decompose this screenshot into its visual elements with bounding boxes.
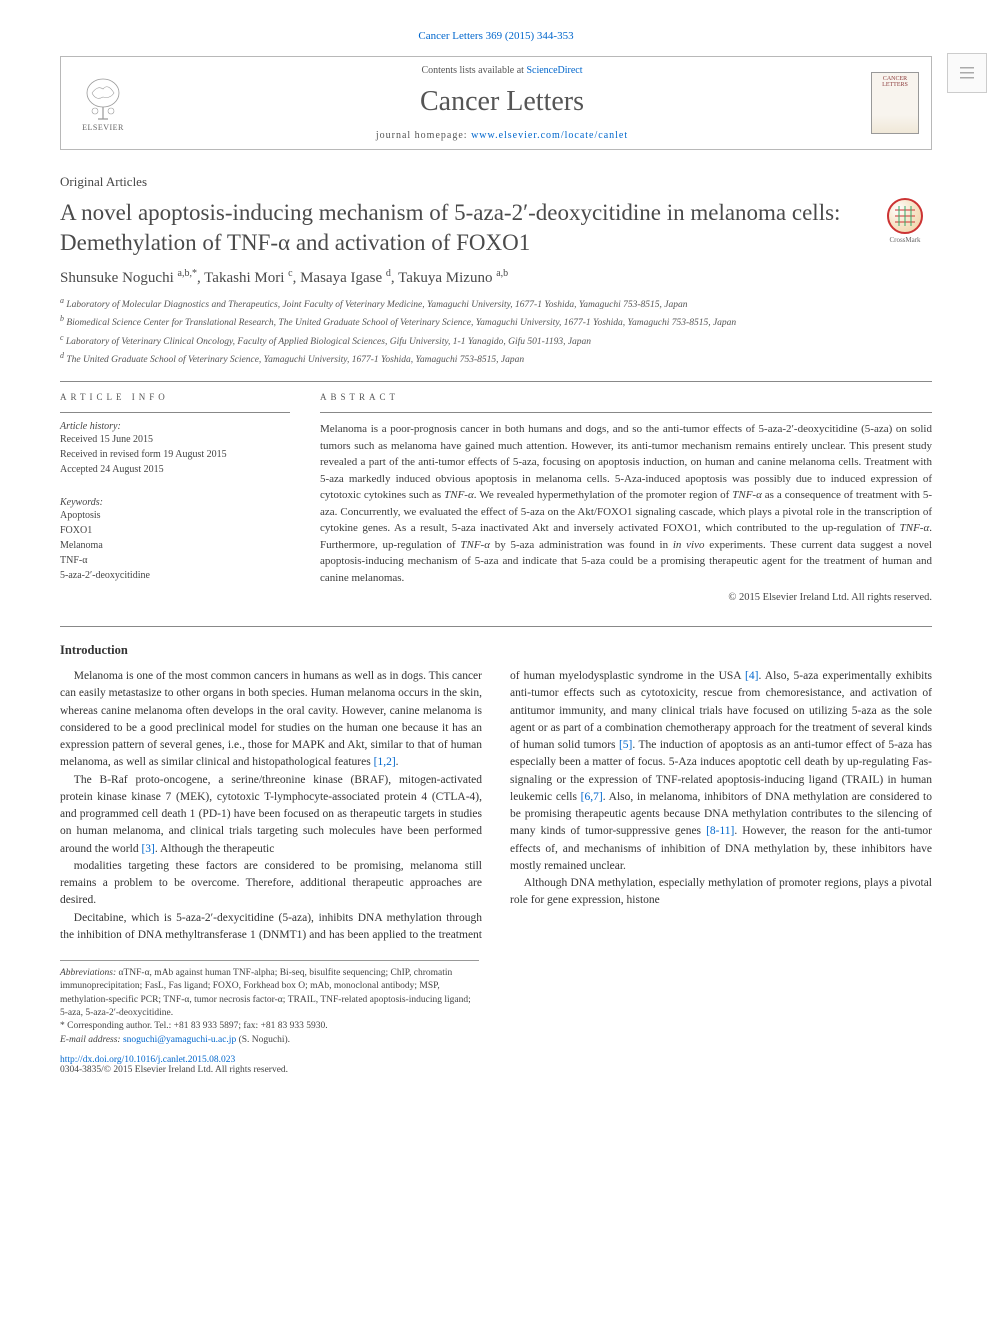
abstract-column: ABSTRACT Melanoma is a poor-prognosis ca…: [320, 392, 932, 606]
abbreviations-footnote: Abbreviations: αTNF-α, mAb against human…: [60, 967, 479, 1020]
affiliation-line: d The United Graduate School of Veterina…: [60, 350, 932, 367]
divider: [60, 626, 932, 627]
ref-link[interactable]: [4]: [745, 670, 758, 682]
contents-available-text: Contents lists available at ScienceDirec…: [133, 65, 871, 76]
affiliation-line: b Biomedical Science Center for Translat…: [60, 313, 932, 330]
crossmark-icon: [887, 198, 923, 234]
abstract-text: Melanoma is a poor-prognosis cancer in b…: [320, 412, 932, 606]
affiliation-line: c Laboratory of Veterinary Clinical Onco…: [60, 332, 932, 349]
journal-title: Cancer Letters: [133, 86, 871, 118]
abbrev-text: αTNF-α, mAb against human TNF-alpha; Bi-…: [60, 968, 471, 1018]
ref-link[interactable]: [3]: [141, 843, 154, 855]
list-toggle-icon[interactable]: [947, 53, 987, 93]
journal-reference: Cancer Letters 369 (2015) 344-353: [60, 30, 932, 42]
email-label: E-mail address:: [60, 1035, 123, 1045]
divider: [60, 381, 932, 382]
corresp-label: * Corresponding author.: [60, 1021, 154, 1031]
abbrev-label: Abbreviations:: [60, 968, 116, 978]
doi-link[interactable]: http://dx.doi.org/10.1016/j.canlet.2015.…: [60, 1055, 235, 1065]
body-paragraph: Melanoma is one of the most common cance…: [60, 668, 482, 772]
body-text: Melanoma is one of the most common cance…: [60, 668, 932, 944]
elsevier-tree-icon: [80, 75, 126, 121]
article-info-heading: ARTICLE INFO: [60, 392, 290, 402]
keyword-item: Apoptosis: [60, 508, 290, 523]
cover-label-2: LETTERS: [882, 82, 908, 88]
body-paragraph: modalities targeting these factors are c…: [60, 858, 482, 910]
keyword-item: Melanoma: [60, 538, 290, 553]
elsevier-logo: ELSEVIER: [73, 68, 133, 138]
article-info-sidebar: ARTICLE INFO Article history: Received 1…: [60, 392, 290, 606]
corresponding-author-footnote: * Corresponding author. Tel.: +81 83 933…: [60, 1020, 479, 1033]
keyword-item: FOXO1: [60, 523, 290, 538]
section-heading-introduction: Introduction: [60, 643, 932, 658]
authors-list: Shunsuke Noguchi a,b,*, Takashi Mori c, …: [60, 268, 932, 287]
journal-cover-thumbnail: CANCER LETTERS: [871, 72, 919, 134]
history-label: Article history:: [60, 421, 290, 432]
homepage-link[interactable]: www.elsevier.com/locate/canlet: [471, 130, 628, 141]
email-suffix: (S. Noguchi).: [236, 1035, 290, 1045]
article-title: A novel apoptosis-inducing mechanism of …: [60, 198, 862, 258]
received-date: Received 15 June 2015: [60, 432, 290, 447]
sciencedirect-link[interactable]: ScienceDirect: [526, 65, 582, 76]
issn-copyright: 0304-3835/© 2015 Elsevier Ireland Ltd. A…: [60, 1065, 288, 1075]
ref-link[interactable]: [5]: [619, 739, 632, 751]
ref-link[interactable]: [6,7]: [581, 791, 603, 803]
footnotes-block: Abbreviations: αTNF-α, mAb against human…: [60, 960, 479, 1047]
abstract-copyright: © 2015 Elsevier Ireland Ltd. All rights …: [320, 590, 932, 606]
homepage-line: journal homepage: www.elsevier.com/locat…: [133, 130, 871, 141]
ref-link[interactable]: [1,2]: [374, 756, 396, 768]
body-paragraph: The B-Raf proto-oncogene, a serine/threo…: [60, 772, 482, 858]
keywords-label: Keywords:: [60, 497, 290, 508]
article-type: Original Articles: [60, 174, 932, 190]
affiliation-line: a Laboratory of Molecular Diagnostics an…: [60, 295, 932, 312]
doi-block: http://dx.doi.org/10.1016/j.canlet.2015.…: [60, 1055, 932, 1075]
email-link[interactable]: snoguchi@yamaguchi-u.ac.jp: [123, 1035, 236, 1045]
elsevier-label: ELSEVIER: [82, 123, 124, 132]
affiliations-block: a Laboratory of Molecular Diagnostics an…: [60, 295, 932, 368]
homepage-prefix: journal homepage:: [376, 130, 471, 141]
keyword-item: 5-aza-2′-deoxycitidine: [60, 568, 290, 583]
revised-date: Received in revised form 19 August 2015: [60, 447, 290, 462]
accepted-date: Accepted 24 August 2015: [60, 462, 290, 477]
ref-link[interactable]: [8-11]: [706, 825, 734, 837]
corresp-text: Tel.: +81 83 933 5897; fax: +81 83 933 5…: [154, 1021, 327, 1031]
body-paragraph: Although DNA methylation, especially met…: [510, 875, 932, 910]
email-footnote: E-mail address: snoguchi@yamaguchi-u.ac.…: [60, 1034, 479, 1047]
contents-prefix: Contents lists available at: [421, 65, 526, 76]
journal-header: ELSEVIER Contents lists available at Sci…: [60, 56, 932, 150]
keyword-item: TNF-α: [60, 553, 290, 568]
abstract-heading: ABSTRACT: [320, 392, 932, 402]
crossmark-badge[interactable]: CrossMark: [878, 198, 932, 252]
crossmark-label: CrossMark: [889, 236, 920, 244]
